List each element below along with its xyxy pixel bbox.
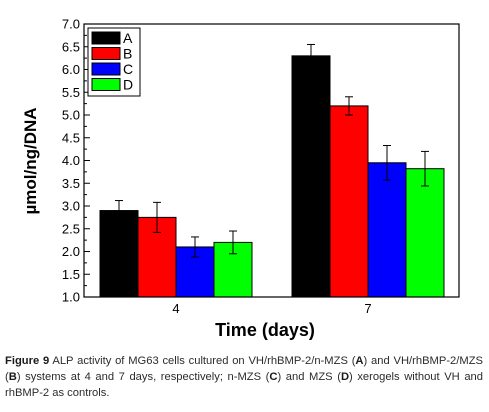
legend-swatch-a: [91, 31, 121, 45]
plot-area: 1.0 1.5 2.0 2.5 3.0 3.5 4.0 4.5 5.0 5.5 6.0 6.5 7.0 4…: [62, 17, 460, 316]
caption-series-a: A: [355, 355, 364, 367]
legend-swatch-b: [91, 47, 121, 60]
caption-text-3: ) systems at 4 and 7 days, respectively;…: [16, 371, 270, 383]
bar-a-day-4: [99, 210, 139, 298]
y-tick-label: 2.5: [62, 221, 80, 236]
x-tick-label: 4: [172, 301, 179, 316]
legend-swatch-d: [91, 78, 121, 91]
bar-b-day-7: [329, 105, 369, 298]
y-tick-label: 2.0: [62, 244, 80, 259]
y-axis-title: µmol/ng/DNA: [21, 107, 40, 214]
y-tick-label: 3.0: [62, 199, 80, 214]
bar-d-day-7: [405, 168, 445, 298]
bar-chart: 1.0 1.5 2.0 2.5 3.0 3.5 4.0 4.5 5.0 5.5 6.0 6.5 7.0 4…: [21, 17, 460, 340]
y-tick-label: 1.5: [62, 267, 80, 282]
legend-swatch-c: [91, 62, 121, 76]
y-tick-label: 3.5: [62, 176, 80, 191]
y-tick-label: 4.0: [62, 153, 80, 168]
figure-caption: Figure 9 ALP activity of MG63 cells cult…: [5, 353, 483, 401]
legend-label-d: D: [123, 77, 133, 93]
caption-text-5: ) xerogels without VH and rhBMP-2 as con…: [5, 371, 483, 399]
bar-a-day-7: [291, 55, 331, 298]
bar-c-day-7: [367, 162, 407, 298]
y-tick-label: 6.0: [62, 62, 80, 77]
y-tick-label: 6.5: [62, 39, 80, 54]
y-tick-label: 5.0: [62, 108, 80, 123]
x-axis-title: Time (days): [215, 320, 315, 340]
y-tick-label: 7.0: [62, 17, 80, 32]
caption-text-1: ALP activity of MG63 cells cultured on V…: [49, 355, 356, 367]
y-tick-label: 4.5: [62, 130, 80, 145]
figure-label: Figure 9: [5, 355, 50, 367]
legend-label-c: C: [123, 61, 133, 77]
legend-label-b: B: [123, 46, 132, 62]
caption-series-b: B: [8, 371, 17, 383]
caption-series-c: C: [269, 371, 278, 383]
caption-text-2: ) and VH/rhBMP-2/MZS (: [5, 355, 483, 383]
legend-label-a: A: [123, 30, 133, 46]
y-tick-label: 5.5: [62, 85, 80, 100]
y-tick-label: 1.0: [62, 290, 80, 305]
caption-series-d: D: [340, 371, 350, 383]
x-tick-label: 7: [364, 301, 371, 316]
caption-text-4: ) and MZS (: [277, 371, 341, 383]
